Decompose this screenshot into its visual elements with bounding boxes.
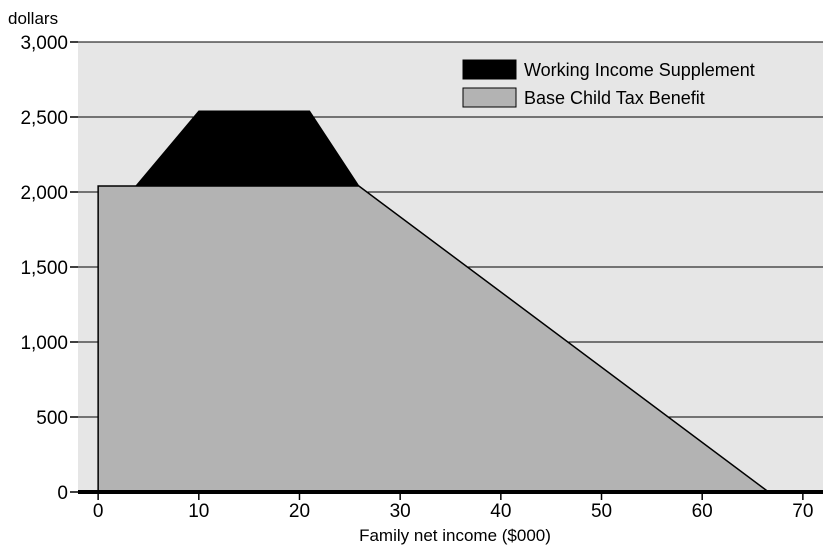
x-tick-label: 0	[93, 501, 104, 522]
x-axis-ticks: 0 10 20 30 40 50 60 70	[93, 492, 813, 522]
y-axis-title: dollars	[8, 9, 58, 28]
x-tick-label: 50	[591, 501, 612, 522]
x-axis-title: Family net income ($000)	[359, 526, 551, 545]
x-tick-label: 70	[792, 501, 813, 522]
x-tick-label: 40	[490, 501, 511, 522]
x-tick-label: 30	[390, 501, 411, 522]
y-tick-label: 2,000	[20, 183, 68, 204]
legend-swatch	[462, 59, 517, 80]
y-axis-ticks: 0 500 1,000 1,500 2,000 2,500 3,000	[20, 33, 78, 504]
legend: Working Income Supplement Base Child Tax …	[462, 59, 755, 108]
y-tick-label: 2,500	[20, 108, 68, 129]
x-tick-label: 60	[692, 501, 713, 522]
y-tick-label: 1,500	[20, 258, 68, 279]
y-tick-label: 3,000	[20, 33, 68, 54]
y-tick-label: 500	[36, 408, 68, 429]
series-area-working-income-supplement	[134, 110, 360, 187]
x-tick-label: 20	[289, 501, 310, 522]
legend-swatch	[462, 87, 517, 108]
area-series	[97, 110, 771, 493]
legend-label: Working Income Supplement	[524, 60, 755, 80]
y-tick-label: 1,000	[20, 333, 68, 354]
x-tick-label: 10	[188, 501, 209, 522]
legend-label: Base Child Tax Benefit	[524, 88, 705, 108]
y-tick-label: 0	[57, 483, 68, 504]
